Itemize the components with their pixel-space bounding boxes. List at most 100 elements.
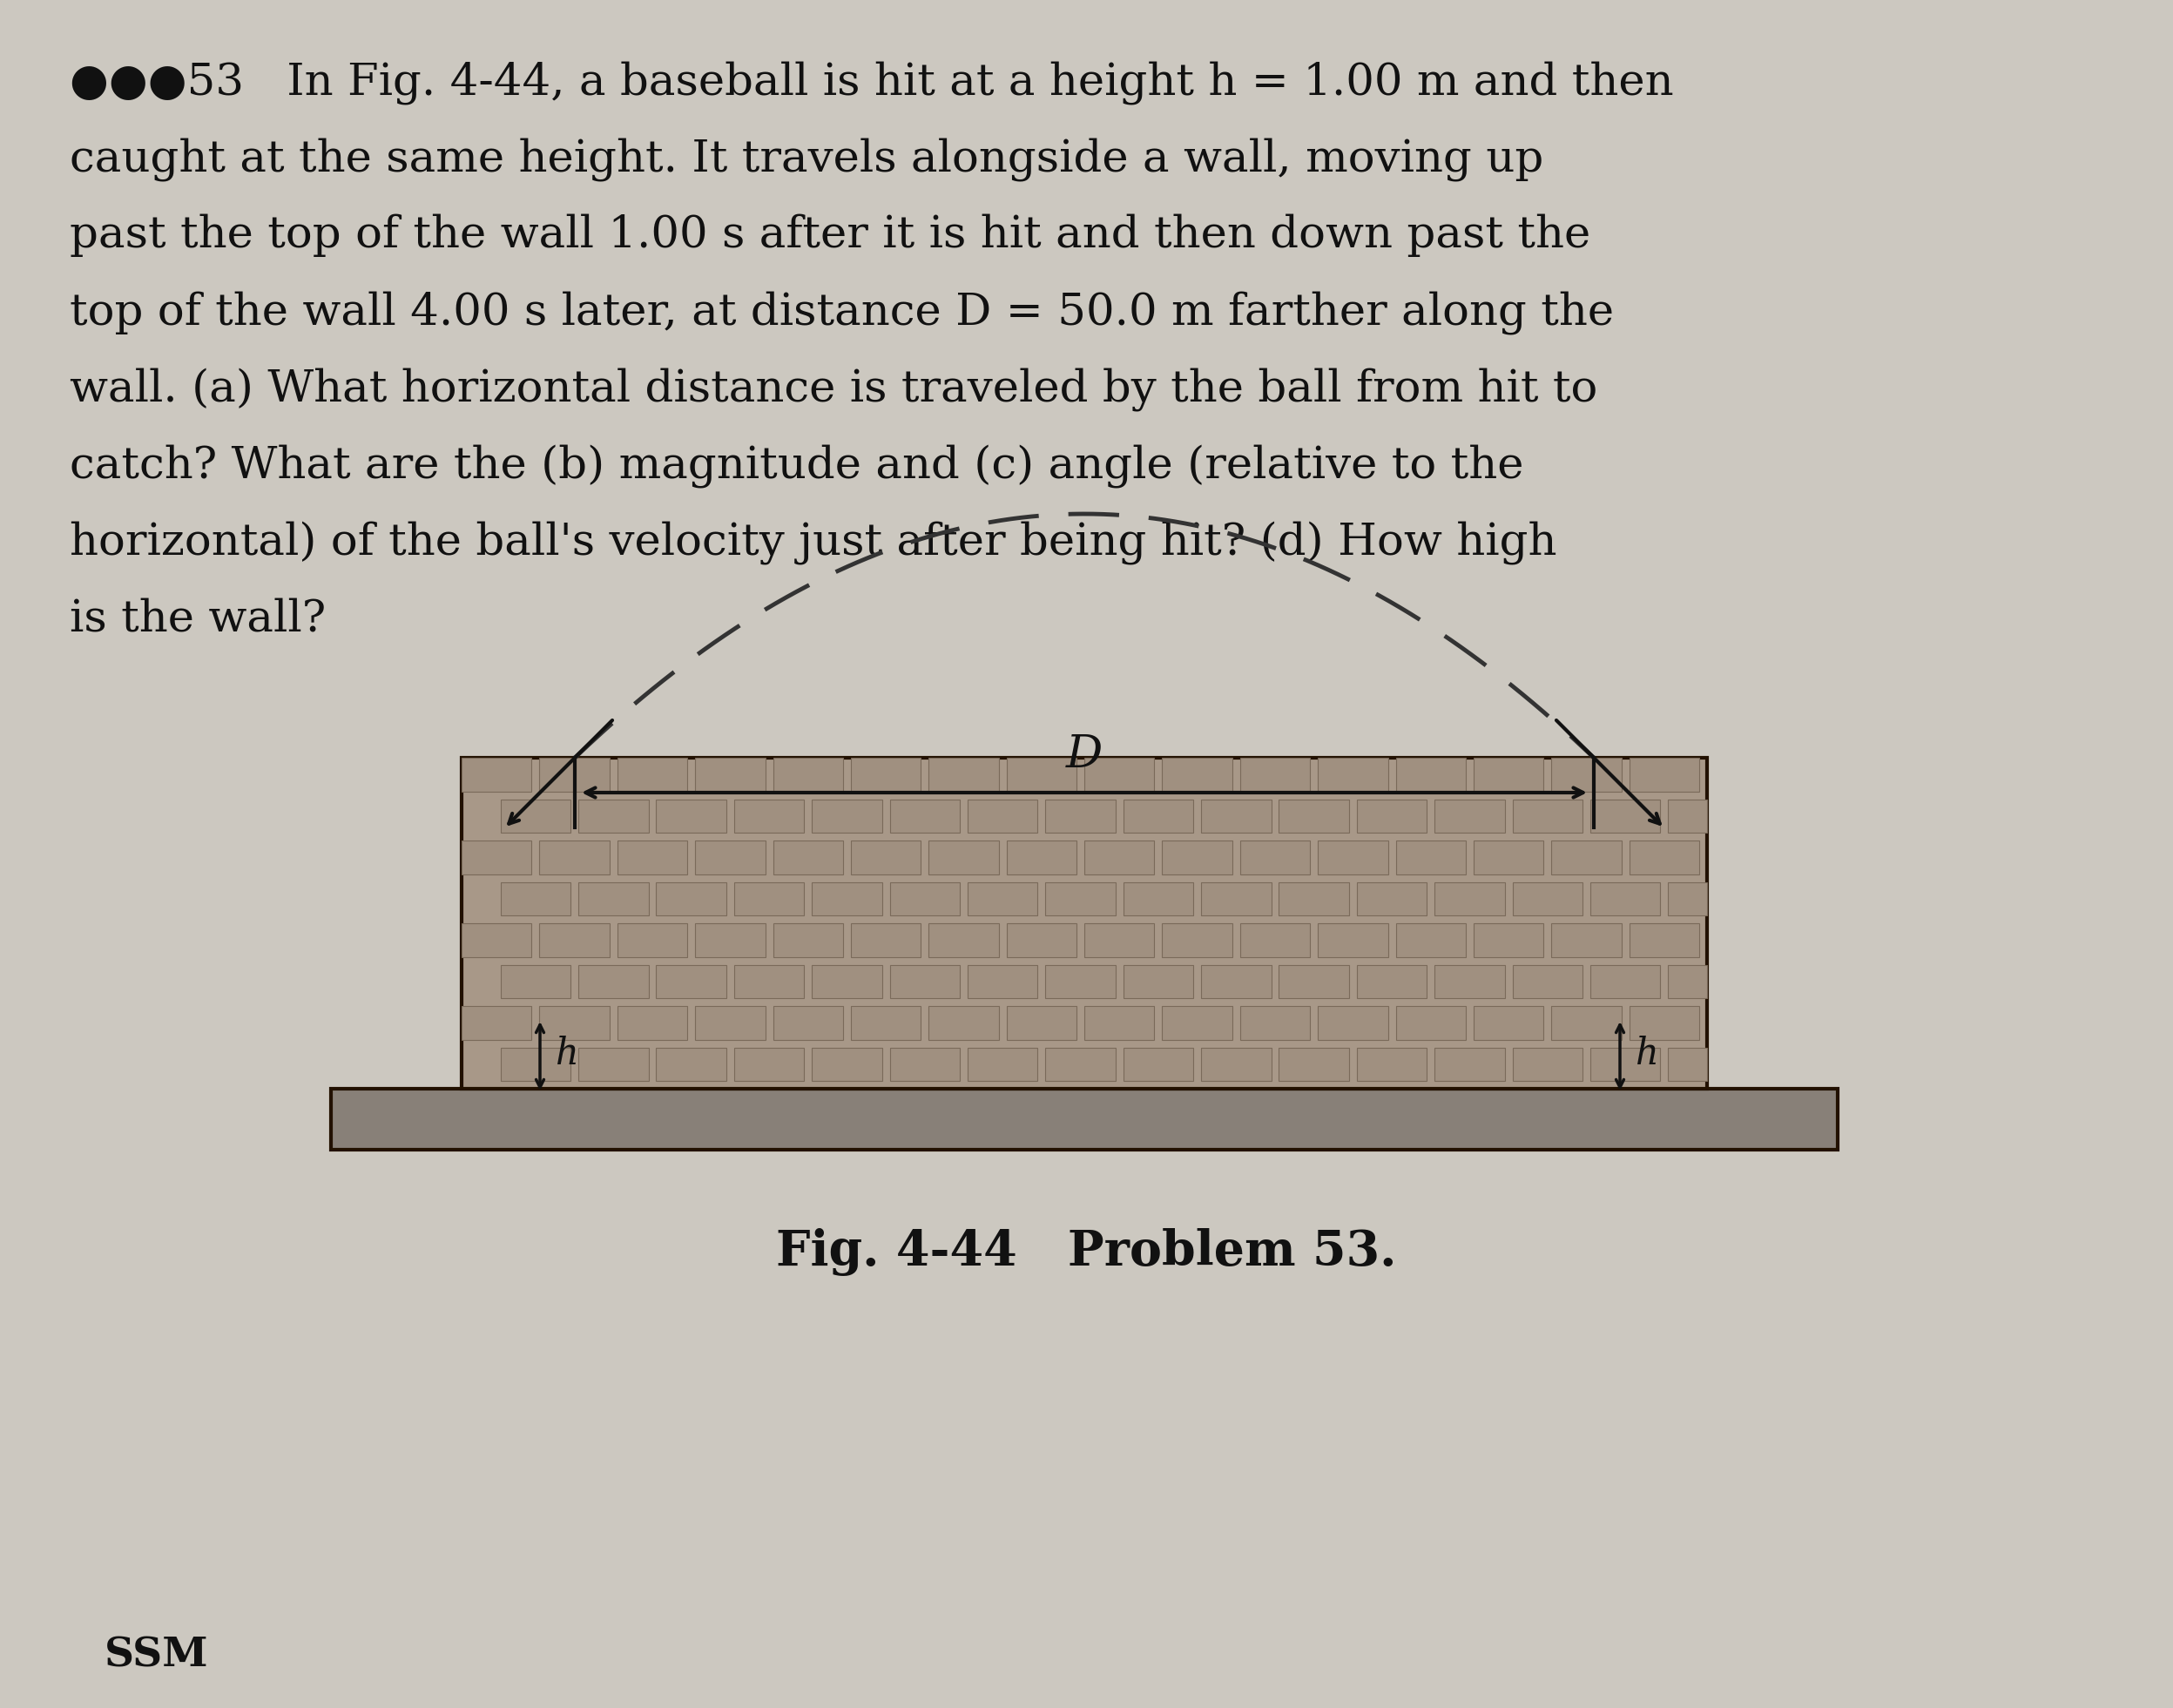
Text: catch? What are the (b) magnitude and (c) angle (relative to the: catch? What are the (b) magnitude and (c…: [70, 444, 1523, 488]
Bar: [1084, 1006, 1154, 1040]
Bar: [656, 965, 726, 999]
Bar: [1552, 924, 1621, 956]
Bar: [656, 881, 726, 915]
Bar: [1123, 799, 1193, 834]
Bar: [1630, 924, 1699, 956]
Bar: [889, 965, 960, 999]
Bar: [967, 965, 1039, 999]
Bar: [1591, 1047, 1660, 1081]
Bar: [500, 965, 571, 999]
Bar: [500, 799, 571, 834]
Bar: [1512, 1047, 1582, 1081]
Bar: [1395, 840, 1467, 874]
Bar: [461, 758, 1708, 1088]
Bar: [1317, 840, 1389, 874]
Text: top of the wall 4.00 s later, at distance D = 50.0 m farther along the: top of the wall 4.00 s later, at distanc…: [70, 290, 1615, 335]
Bar: [1669, 881, 1708, 915]
Bar: [734, 881, 804, 915]
Bar: [578, 799, 648, 834]
Bar: [1241, 758, 1310, 793]
Bar: [1006, 758, 1076, 793]
Bar: [774, 924, 843, 956]
Bar: [928, 1006, 1000, 1040]
Bar: [1163, 1006, 1232, 1040]
Bar: [1591, 965, 1660, 999]
Bar: [1317, 1006, 1389, 1040]
Bar: [695, 840, 765, 874]
Bar: [330, 1088, 1838, 1149]
Bar: [1356, 881, 1428, 915]
Text: caught at the same height. It travels alongside a wall, moving up: caught at the same height. It travels al…: [70, 138, 1543, 181]
Bar: [1202, 965, 1271, 999]
Bar: [928, 758, 1000, 793]
Bar: [1356, 799, 1428, 834]
Bar: [695, 758, 765, 793]
Bar: [1552, 758, 1621, 793]
Bar: [539, 840, 608, 874]
Bar: [1084, 924, 1154, 956]
Bar: [1669, 1047, 1708, 1081]
Bar: [1241, 840, 1310, 874]
Bar: [813, 1047, 882, 1081]
Bar: [1123, 965, 1193, 999]
Bar: [1123, 1047, 1193, 1081]
Bar: [1434, 881, 1504, 915]
Text: SSM: SSM: [104, 1635, 209, 1676]
Bar: [539, 1006, 608, 1040]
Bar: [539, 924, 608, 956]
Bar: [617, 924, 687, 956]
Bar: [967, 881, 1039, 915]
Bar: [813, 799, 882, 834]
Bar: [1395, 1006, 1467, 1040]
Text: horizontal) of the ball's velocity just after being hit? (d) How high: horizontal) of the ball's velocity just …: [70, 521, 1556, 564]
Bar: [1473, 758, 1543, 793]
Bar: [1473, 924, 1543, 956]
Bar: [1084, 758, 1154, 793]
Bar: [1241, 1006, 1310, 1040]
Bar: [1591, 799, 1660, 834]
Bar: [1006, 840, 1076, 874]
Bar: [1202, 1047, 1271, 1081]
Bar: [852, 1006, 921, 1040]
Bar: [1163, 840, 1232, 874]
Bar: [1434, 799, 1504, 834]
Bar: [617, 758, 687, 793]
Bar: [889, 799, 960, 834]
Bar: [1317, 924, 1389, 956]
Bar: [1552, 840, 1621, 874]
Bar: [1123, 881, 1193, 915]
Bar: [928, 840, 1000, 874]
Bar: [967, 1047, 1039, 1081]
Bar: [461, 1006, 532, 1040]
Text: is the wall?: is the wall?: [70, 598, 326, 640]
Bar: [1669, 965, 1708, 999]
Bar: [1045, 1047, 1115, 1081]
Bar: [1591, 881, 1660, 915]
Bar: [774, 1006, 843, 1040]
Bar: [852, 758, 921, 793]
Bar: [813, 881, 882, 915]
Bar: [1552, 1006, 1621, 1040]
Bar: [1241, 924, 1310, 956]
Bar: [734, 799, 804, 834]
Bar: [578, 965, 648, 999]
Text: h: h: [556, 1035, 578, 1073]
Text: past the top of the wall 1.00 s after it is hit and then down past the: past the top of the wall 1.00 s after it…: [70, 214, 1591, 258]
Bar: [500, 881, 571, 915]
Bar: [1434, 965, 1504, 999]
Bar: [500, 1047, 571, 1081]
Bar: [1473, 840, 1543, 874]
Bar: [852, 840, 921, 874]
Bar: [695, 1006, 765, 1040]
Bar: [852, 924, 921, 956]
Bar: [1280, 881, 1349, 915]
Bar: [695, 924, 765, 956]
Bar: [967, 799, 1039, 834]
Bar: [1512, 799, 1582, 834]
Bar: [1395, 758, 1467, 793]
Bar: [889, 1047, 960, 1081]
Bar: [1630, 1006, 1699, 1040]
Bar: [1202, 881, 1271, 915]
Bar: [1317, 758, 1389, 793]
Bar: [1084, 840, 1154, 874]
